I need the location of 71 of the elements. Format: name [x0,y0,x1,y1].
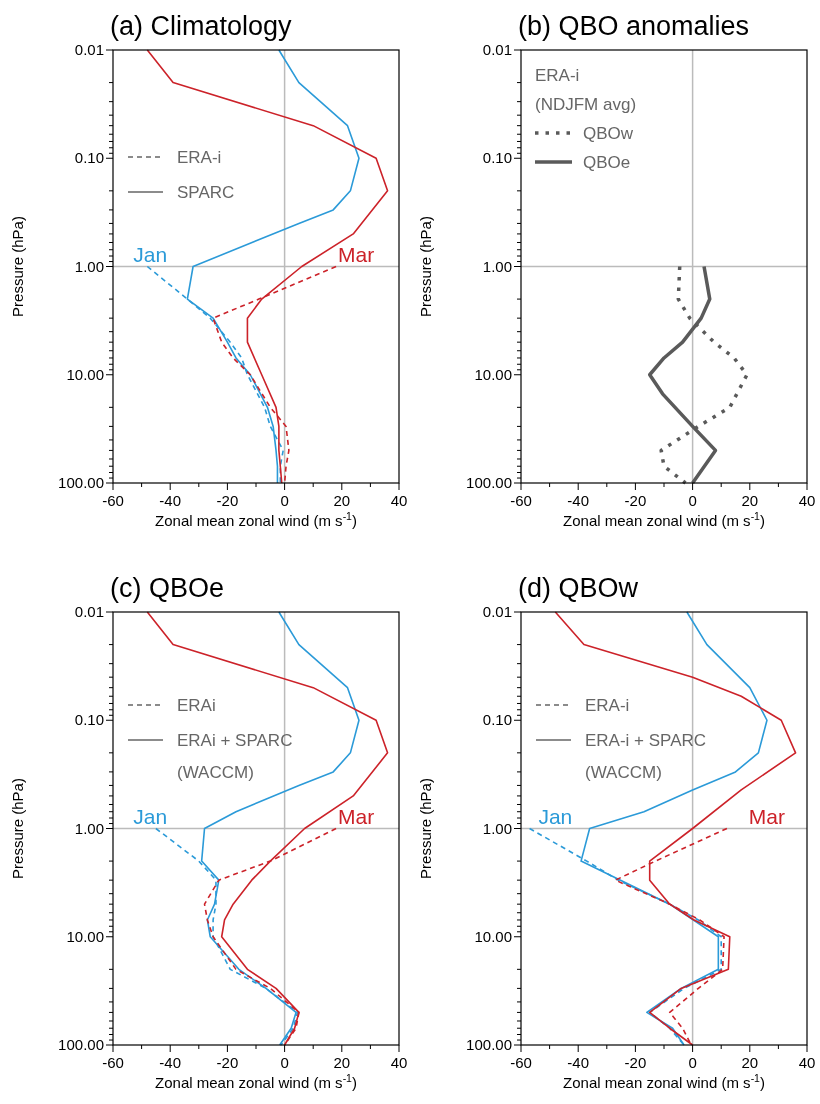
chart-title: (c) QBOe [110,573,225,603]
legend-title: ERA-i (NDJFM avg) [535,66,637,114]
x-axis-title: Zonal mean zonal wind (m s$^{-1}$) [563,510,765,529]
x-tick-label: -40 [159,492,182,509]
annotation: ERA-i + SPARC (WACCM) [585,731,707,782]
y-axis-title: Pressure (hPa) [417,216,434,317]
x-tick-label: -60 [510,492,532,509]
y-tick-label: 100.00 [58,474,104,491]
x-tick-label: 20 [333,1054,351,1071]
x-tick-label: -40 [159,1054,182,1071]
y-tick-label: 0.10 [482,711,512,729]
x-tick-label: -40 [567,1054,590,1071]
legend-label: QBOe [583,153,631,172]
x-tick-label: 40 [390,492,408,509]
x-tick-label: -20 [624,1054,647,1071]
y-tick-label: 10.00 [474,365,512,383]
annotation: ERAi [177,696,216,715]
annotation: Jan [538,804,573,828]
y-tick-label: 10.00 [474,927,512,945]
y-tick-label: 100.00 [58,1036,104,1053]
y-tick-label: 0.01 [74,41,104,58]
y-tick-label: 10.00 [66,927,104,945]
y-tick-label: 0.01 [482,41,512,58]
x-tick-label: -60 [102,1054,124,1071]
x-tick-label: 20 [741,492,759,509]
annotation: Mar [748,804,786,828]
chart-title: (b) QBO anomalies [518,11,750,41]
x-tick-label: 40 [798,1054,816,1071]
x-tick-label: -20 [216,1054,239,1071]
y-tick-label: 0.10 [74,711,104,729]
y-tick-label: 1.00 [482,257,512,275]
x-tick-label: 20 [333,492,351,509]
annotation: ERAi + SPARC (WACCM) [177,731,293,782]
y-tick-label: 100.00 [466,474,512,491]
annotation: Mar [338,804,375,828]
x-axis-title: Zonal mean zonal wind (m s$^{-1}$) [155,1072,357,1091]
annotation: Mar [338,242,375,266]
y-tick-label: 0.10 [482,149,512,167]
x-tick-label: -60 [102,492,124,509]
chart-title: (a) Climatology [110,11,293,41]
y-axis-title: Pressure (hPa) [9,216,26,317]
y-tick-label: 1.00 [482,819,512,837]
y-tick-label: 10.00 [66,365,104,383]
y-tick-label: 0.01 [482,603,512,620]
x-axis-title: Zonal mean zonal wind (m s$^{-1}$) [155,510,357,529]
legend-label: QBOw [583,124,634,143]
x-tick-label: 40 [390,1054,408,1071]
annotation: ERA-i [585,696,630,715]
x-tick-label: 20 [741,1054,759,1071]
x-tick-label: -20 [624,492,647,509]
x-tick-label: 40 [798,492,816,509]
x-tick-label: -60 [510,1054,532,1071]
annotation: Jan [133,242,168,266]
y-tick-label: 0.01 [74,603,104,620]
x-tick-label: 0 [280,492,289,509]
y-axis-title: Pressure (hPa) [417,778,434,879]
x-tick-label: 0 [688,1054,697,1071]
x-axis-title: Zonal mean zonal wind (m s$^{-1}$) [563,1072,765,1091]
y-axis-title: Pressure (hPa) [9,778,26,879]
x-tick-label: 0 [688,492,697,509]
y-tick-label: 100.00 [466,1036,512,1053]
annotation: SPARC [177,183,235,202]
chart-title: (d) QBOw [518,573,639,603]
y-tick-label: 1.00 [74,257,104,275]
x-tick-label: -20 [216,492,239,509]
annotation: Jan [133,804,168,828]
annotation: ERA-i [177,148,222,167]
y-tick-label: 0.10 [74,149,104,167]
x-tick-label: -40 [567,492,590,509]
y-tick-label: 1.00 [74,819,104,837]
x-tick-label: 0 [280,1054,289,1071]
